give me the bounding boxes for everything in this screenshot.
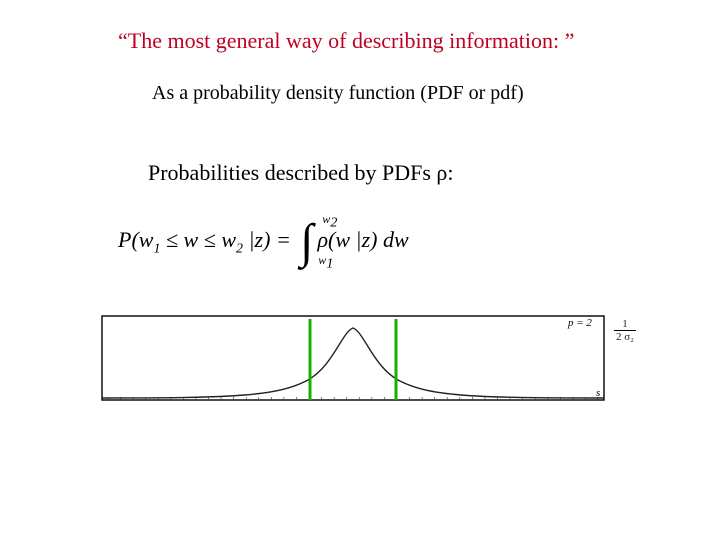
formula-w2-sub: 2	[236, 241, 243, 256]
formula-eq: =	[270, 227, 296, 252]
axis-right-label: 1 2 σ₂	[614, 312, 674, 404]
probability-formula: P(w1 ≤ w ≤ w2 |z) = w2 ∫ w1 ρ(w |z) dw	[118, 218, 409, 266]
slide-title: “The most general way of describing info…	[118, 28, 574, 54]
formula-leq2: ≤	[198, 227, 221, 252]
formula-barz: |z	[243, 227, 263, 252]
formula-w1: w	[139, 227, 154, 252]
formula-rho-barz: |z	[350, 227, 370, 252]
fraction-label: 1 2 σ₂	[614, 318, 636, 343]
pdf-described-line: Probabilities described by PDFs ρ:	[148, 160, 454, 186]
fraction-num: 1	[614, 318, 636, 331]
formula-dw: dw	[377, 227, 408, 252]
slide-subtitle: As a probability density function (PDF o…	[152, 82, 524, 105]
formula-P: P	[118, 227, 131, 252]
integral-upper: w2	[322, 212, 337, 231]
int-lower-sub: 1	[326, 256, 333, 271]
int-upper-sub: 2	[330, 215, 337, 230]
formula-open: (	[131, 227, 138, 252]
formula-leq1: ≤	[160, 227, 183, 252]
integral-lower: w1	[318, 253, 333, 272]
formula-rho-w: w	[335, 227, 350, 252]
svg-text:p = 2: p = 2	[567, 317, 592, 329]
svg-text:s: s	[596, 387, 600, 399]
integral-icon: w2 ∫ w1	[300, 218, 313, 266]
formula-w2: w	[221, 227, 236, 252]
fraction-den: 2 σ₂	[614, 331, 636, 343]
pdf-bell-chart: p = 2 s	[98, 312, 608, 404]
formula-w: w	[184, 227, 199, 252]
